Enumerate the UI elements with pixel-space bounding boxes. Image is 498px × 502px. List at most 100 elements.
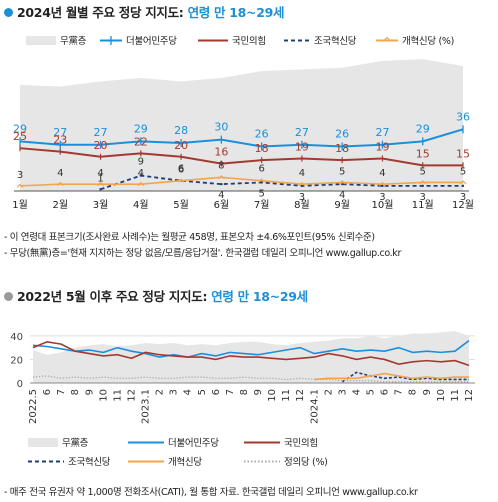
legend2-swatch-rebuild [28, 460, 64, 462]
title-bullet-icon [4, 8, 13, 17]
data-label-reform: 3 [17, 170, 23, 181]
legend-label-minjoo: 더불어민주당 [126, 36, 177, 47]
x-tick-label: 12 [126, 389, 137, 402]
legend-item-rebuild: 조국혁신당 [284, 33, 357, 47]
legend2-label-ppp: 국민의힘 [284, 438, 318, 449]
title-bullet-icon [4, 292, 13, 301]
series-area-none [20, 59, 463, 192]
legend2-item-rebuild: 조국혁신당 [28, 454, 111, 468]
data-label-minjoo: 27 [53, 126, 67, 139]
data-label-ppp: 19 [295, 140, 309, 153]
point-reform [97, 181, 104, 187]
legend-label-ppp: 국민의힘 [232, 36, 266, 47]
data-label-ppp: 22 [134, 135, 148, 148]
legend-label-rebuild: 조국혁신당 [314, 36, 357, 47]
x-tick-label: 8월 [294, 199, 310, 211]
point-reform [16, 183, 24, 188]
point-rebuild [300, 184, 304, 188]
data-label-reform: 4 [299, 168, 305, 179]
chart2-title: 2022년 5월 이후 주요 정당 지지도: 연령 만 18~29세 [4, 286, 308, 305]
legend-item-none: 무黨층 [26, 33, 86, 47]
data-label-ppp: 18 [255, 142, 269, 155]
data-label-rebuild: 6 [178, 164, 184, 175]
legend2-swatch-justice [244, 460, 280, 462]
x-tick-label: 9 [253, 389, 264, 395]
x-tick-label: 7 [225, 389, 236, 395]
point-reform [217, 174, 225, 180]
x-tick-label: 11월 [412, 199, 434, 211]
legend-item-reform: 개혁신당 (%) [376, 33, 454, 47]
data-label-rebuild: 9 [138, 157, 144, 168]
data-label-minjoo: 30 [214, 121, 228, 134]
data-label-minjoo: 27 [295, 126, 309, 139]
legend-swatch-rebuild [284, 39, 310, 41]
series-line-rebuild [341, 371, 469, 383]
legend2-label-rebuild: 조국혁신당 [68, 457, 111, 468]
point-rebuild [340, 182, 344, 186]
x-tick-label: 2024.1 [309, 389, 320, 424]
chart1-title: 2024년 월별 주요 정당 지지도: 연령 만 18~29세 [4, 2, 285, 21]
legend-item-minjoo: 더불어민주당 [100, 33, 177, 47]
legend2-item-minjoo: 더불어민주당 [128, 435, 219, 449]
data-label-ppp: 23 [53, 134, 67, 147]
data-label-reform: 4 [57, 168, 63, 179]
legend2-swatch-reform [128, 460, 164, 462]
data-label-rebuild: 1 [97, 173, 103, 184]
legend-label-none: 무黨층 [60, 36, 87, 47]
data-label-reform: 4 [138, 168, 144, 179]
series-line-ppp [32, 340, 470, 367]
x-tick-label: 8 [70, 389, 81, 395]
data-label-ppp: 20 [174, 139, 188, 152]
x-tick-label: 5 [366, 389, 377, 395]
data-label-reform: 5 [339, 166, 345, 177]
x-tick-label: 12월 [452, 199, 474, 211]
legend2-item-ppp: 국민의힘 [244, 435, 318, 449]
data-label-rebuild: 3 [379, 192, 385, 203]
series-line-ppp [19, 147, 463, 167]
legend2-item-none: 무黨층 [28, 435, 88, 449]
data-label-ppp: 20 [94, 139, 108, 152]
data-label-reform: 4 [379, 168, 385, 179]
x-tick-label: 10 [98, 389, 109, 402]
x-tick-label: 12 [464, 389, 475, 402]
legend-swatch-ppp [198, 39, 228, 41]
x-tick-label: 6월 [214, 199, 230, 211]
point-reform [137, 181, 145, 187]
legend2-label-minjoo: 더불어민주당 [168, 438, 219, 449]
data-label-minjoo: 27 [375, 126, 389, 139]
y-tick-label: 20 [10, 355, 23, 366]
x-tick-label: 2022.5 [28, 389, 39, 424]
point-rebuild [260, 181, 263, 184]
data-label-reform: 5 [460, 166, 466, 177]
data-label-reform: 6 [258, 164, 264, 175]
legend-swatch-minjoo [100, 35, 122, 45]
x-tick-label: 8 [408, 389, 419, 395]
data-label-ppp: 19 [375, 140, 389, 153]
chart1-note-2: - 무당(無黨)층='현재 지지하는 정당 없음/모름/응답거절'. 한국갤럽 … [4, 248, 402, 259]
x-tick-label: 12 [295, 389, 306, 402]
point-reform [177, 178, 185, 183]
chart2-title-prefix: 2022년 5월 이후 주요 정당 지지도: [17, 289, 212, 304]
data-label-rebuild: 4 [339, 190, 345, 201]
data-label-minjoo: 29 [134, 122, 148, 135]
data-label-minjoo: 28 [174, 124, 188, 137]
point-rebuild [99, 188, 102, 191]
data-label-minjoo: 29 [13, 122, 27, 135]
legend2-swatch-minjoo [128, 441, 164, 443]
x-tick-label: 3월 [93, 199, 109, 211]
point-rebuild [421, 184, 424, 188]
point-rebuild [381, 184, 384, 188]
chart2-note: - 매주 전국 유권자 약 1,000명 전화조사(CATI), 월 통합 자료… [4, 487, 418, 498]
x-tick-label: 11 [281, 389, 292, 402]
x-tick-label: 7 [394, 389, 405, 395]
series-line-reform [19, 176, 463, 187]
x-tick-label: 3 [337, 389, 348, 395]
data-label-ppp: 15 [456, 147, 470, 160]
x-tick-label: 10 [436, 389, 447, 402]
series-line-minjoo [19, 128, 464, 148]
legend2-item-justice: 정의당 (%) [244, 454, 328, 468]
legend2-item-reform: 개혁신당 [128, 454, 202, 468]
series-line-justice [32, 375, 469, 383]
data-label-minjoo: 26 [255, 127, 269, 140]
